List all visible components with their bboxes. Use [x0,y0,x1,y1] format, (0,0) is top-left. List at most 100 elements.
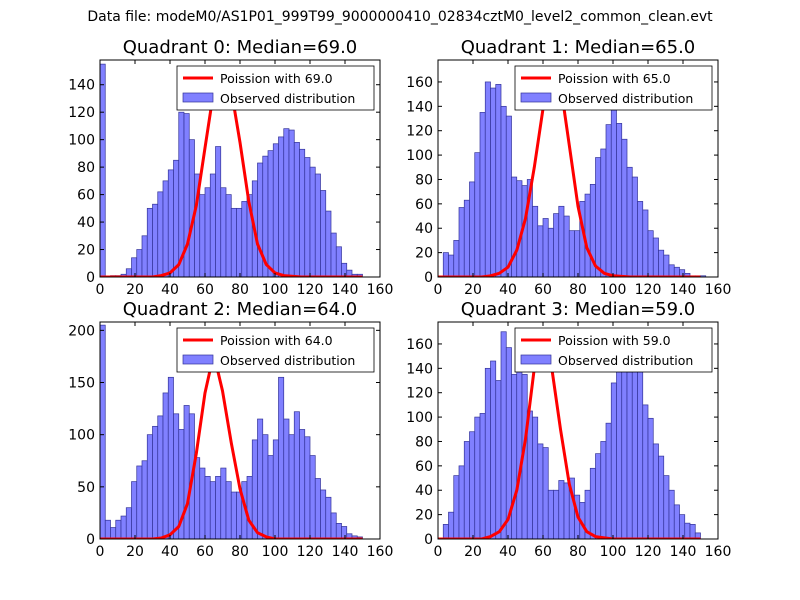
legend-label-bars: Observed distribution [220,91,355,106]
histogram-bar [626,166,633,277]
histogram-bar [299,148,306,277]
y-tick-label: 160 [406,75,433,91]
histogram-bar [595,453,602,539]
histogram-bar [241,201,248,277]
histogram-bar [335,246,342,277]
histogram-bar [330,512,337,539]
histogram-bar [146,207,153,277]
y-tick-label: 150 [68,376,95,392]
x-tick-label: 60 [534,544,552,560]
histogram-bar [183,405,190,539]
x-tick-label: 0 [434,282,443,298]
histogram-bar [209,481,216,539]
histogram-bar [537,443,544,539]
x-tick-label: 120 [297,544,324,560]
histogram-bar [272,439,279,539]
histogram-bar [309,166,316,277]
histogram-bar [490,360,497,539]
histogram-bar [584,193,591,277]
histogram-bar [325,210,332,277]
histogram-bar [136,249,143,277]
histogram-bar [673,504,680,539]
histogram-bar [146,434,153,539]
histogram-bar [532,205,539,277]
histogram-bar [637,358,644,539]
histogram-bar [652,237,659,277]
x-tick-label: 80 [231,544,249,560]
x-tick-label: 20 [126,544,144,560]
legend: Poission with 64.0 Observed distribution [176,327,375,373]
legend-box [176,327,375,373]
histogram-bar [220,467,227,539]
legend-bar-swatch [182,354,214,365]
histogram-bar [236,207,243,277]
x-tick-label: 160 [367,282,394,298]
histogram-bar [505,115,512,277]
y-tick-label: 40 [415,483,433,499]
y-tick-label: 60 [415,459,433,475]
histogram-bar [469,181,476,277]
histogram-bar [236,491,243,539]
legend-label-bars: Observed distribution [558,91,693,106]
histogram-bar [689,524,696,539]
histogram-bar [225,194,232,277]
x-tick-label: 60 [534,282,552,298]
legend-label-curve: Poission with 64.0 [220,333,333,348]
y-tick-label: 140 [406,361,433,377]
histogram-bar [642,404,649,539]
histogram-bar [442,252,449,277]
histogram-bar [532,416,539,539]
histogram-bar [325,496,332,539]
histogram-bar [204,476,211,539]
histogram-bar [479,413,486,539]
histogram-bar [288,129,295,277]
histogram-bar [474,152,481,277]
histogram-bar [453,475,460,539]
x-tick-label: 100 [262,282,289,298]
y-tick-label: 40 [415,221,433,237]
legend-box [514,65,713,111]
x-tick-label: 100 [600,282,627,298]
histogram-bar [110,527,117,539]
x-tick-label: 140 [332,544,359,560]
histogram-bar [511,374,518,539]
histogram-bar [652,443,659,539]
histogram-bar [663,254,670,277]
histogram-bar [658,249,665,277]
legend-box [514,327,713,373]
histogram-bar [458,465,465,539]
y-tick-label: 60 [77,188,95,204]
x-tick-label: 60 [196,282,214,298]
y-tick-label: 100 [406,148,433,164]
legend-label-curve: Poission with 69.0 [220,71,333,86]
histogram-bar [209,173,216,277]
x-tick-label: 140 [670,544,697,560]
histogram-bar [495,380,502,539]
histogram-bar [500,105,507,277]
histogram-bar [610,109,617,277]
histogram-bar [330,232,337,277]
x-tick-label: 80 [231,282,249,298]
histogram-bar [199,194,206,277]
legend-bar-swatch [520,92,552,103]
histogram-bar [474,416,481,539]
histogram-bar [314,478,321,539]
histogram-bar [668,264,675,277]
y-tick-label: 0 [86,270,95,286]
histogram-bar [225,481,232,539]
histogram-bar [304,436,311,539]
histogram-bar [162,392,169,539]
histogram-bar [516,367,523,539]
histogram-bar [131,481,138,539]
histogram-bar [257,162,264,277]
histogram-bar [188,139,195,277]
y-tick-label: 80 [77,160,95,176]
histogram-bar [658,455,665,539]
histogram-bar [173,159,180,277]
histogram-bar [442,524,449,539]
x-tick-label: 100 [262,544,289,560]
histogram-bars [442,331,701,539]
x-tick-label: 80 [569,544,587,560]
histogram-bar [100,63,106,277]
x-tick-label: 20 [464,282,482,298]
